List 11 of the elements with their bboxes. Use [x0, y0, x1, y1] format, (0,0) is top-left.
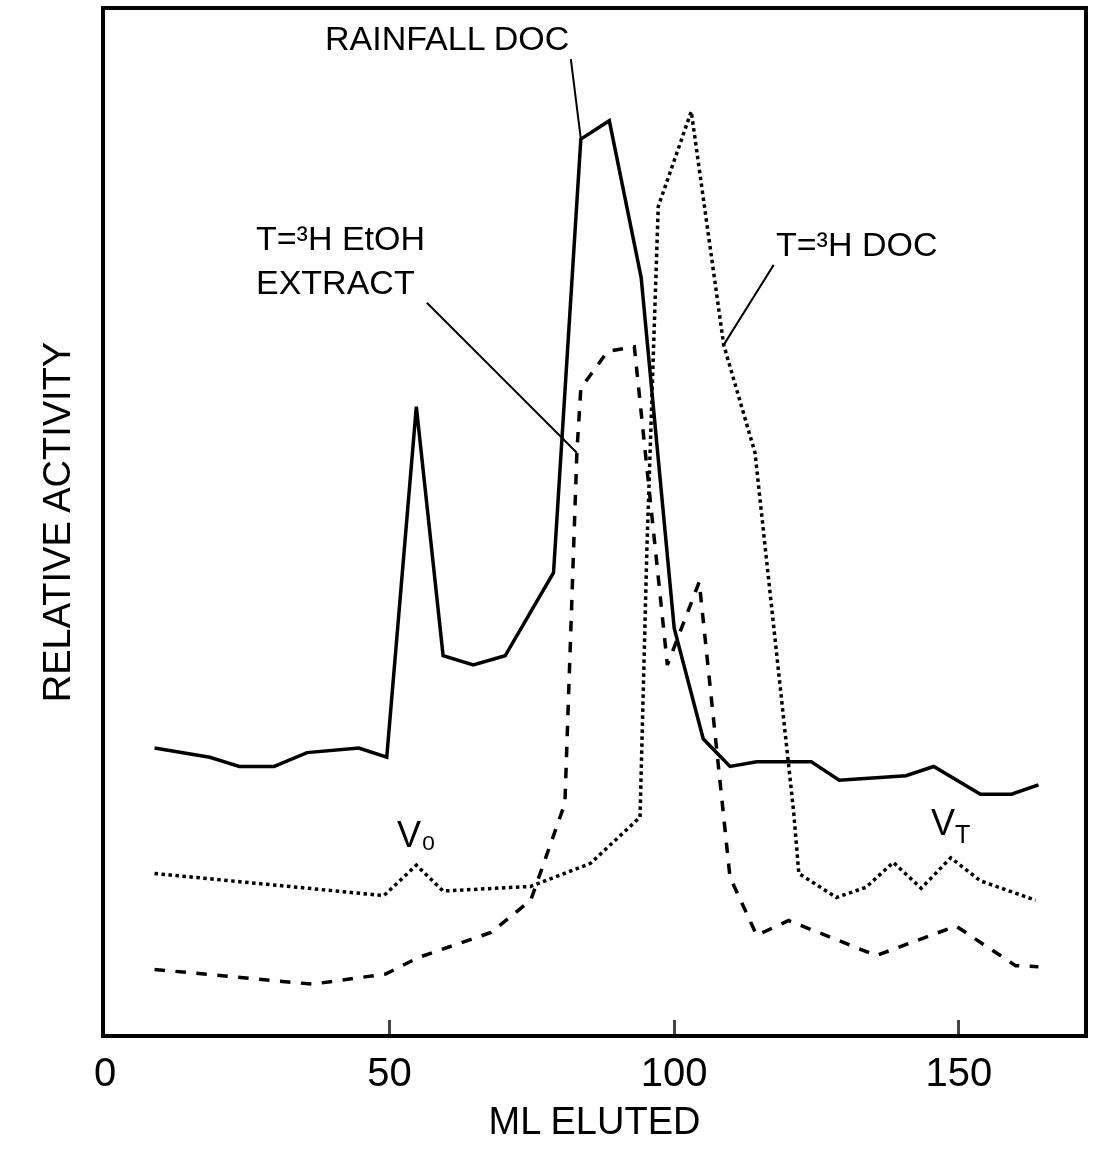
x-tick-label: 150 [925, 1050, 993, 1094]
text: T=³H EtOH EXTRACT [256, 219, 426, 302]
annotation: V₀ [397, 814, 436, 855]
x-tick-label: 0 [93, 1050, 117, 1094]
text: RAINFALL DOC [325, 19, 570, 57]
y-axis-title: RELATIVE ACTIVITY [35, 341, 78, 703]
x-tick-label: 100 [640, 1050, 708, 1094]
annotation: V$_{T}$ [931, 802, 971, 848]
series-label: T=³H DOC [776, 225, 938, 263]
x-tick-label: 50 [367, 1050, 412, 1094]
x-axis-title: ML ELUTED [488, 1099, 701, 1142]
